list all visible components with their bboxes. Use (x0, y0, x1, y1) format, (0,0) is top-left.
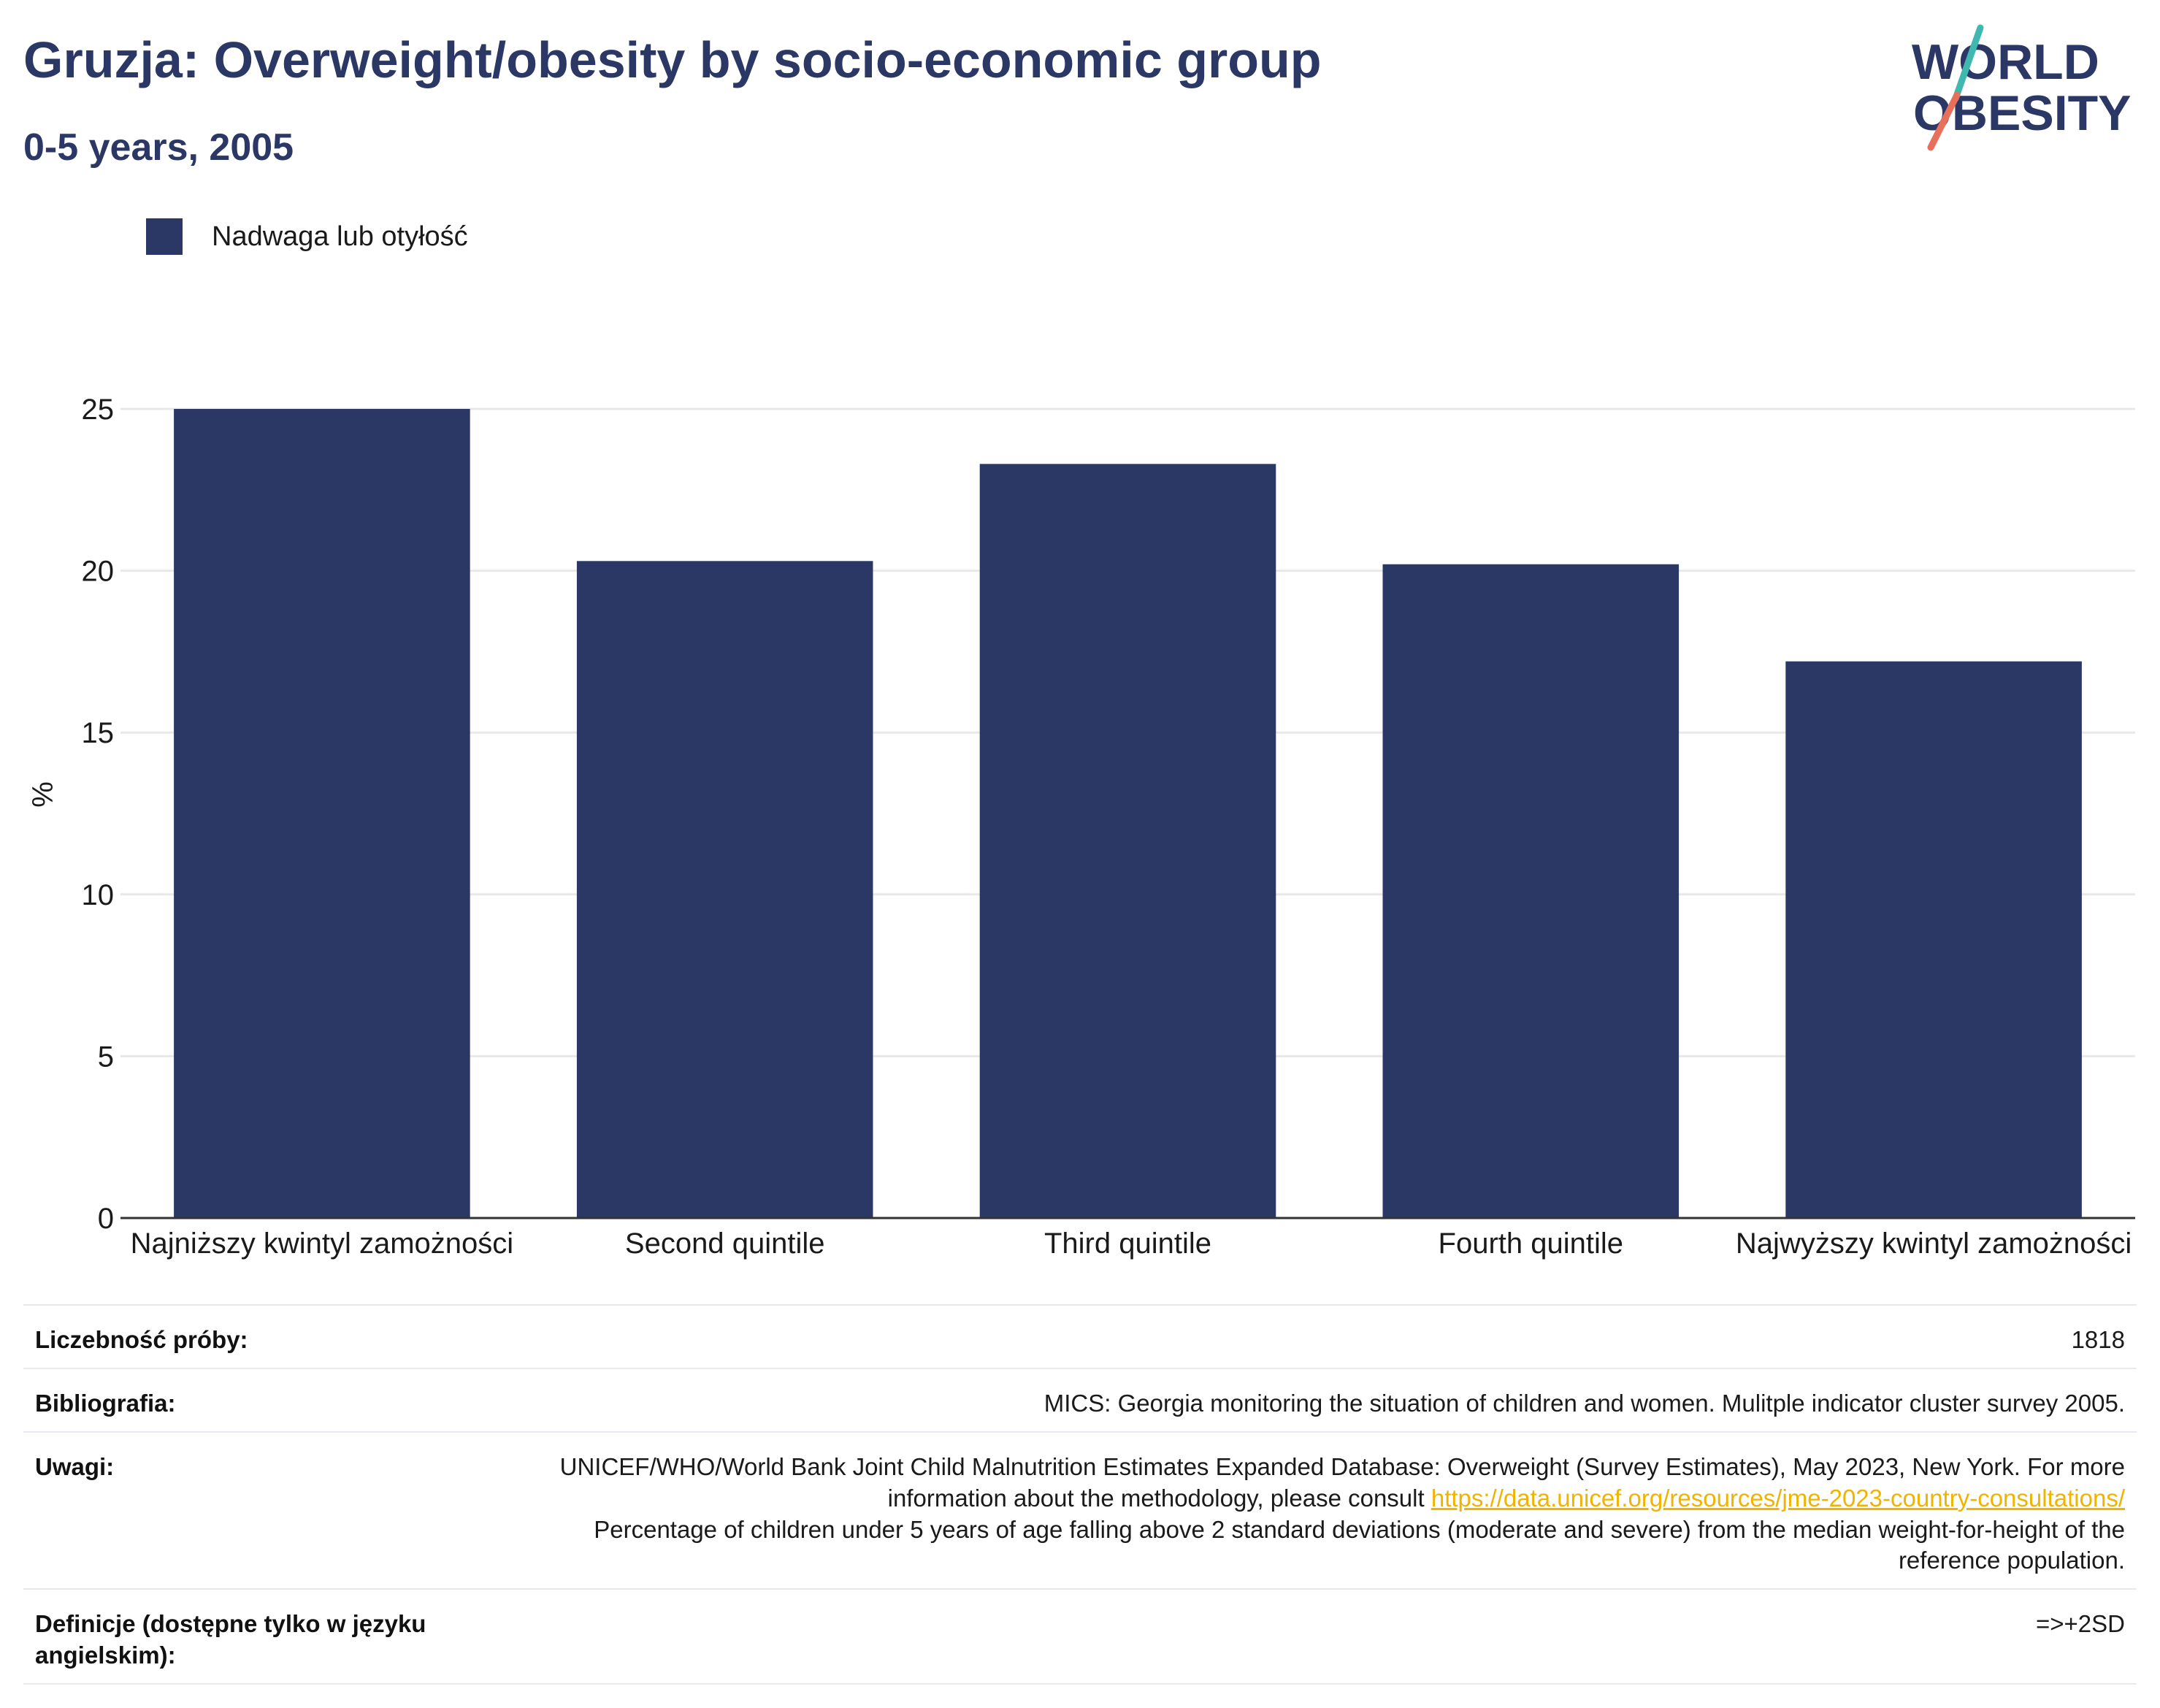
bar-chart: 0 5 10 15 20 25 Najniższy kwintyl zamożności Se… (27, 394, 2135, 1260)
legend-swatch (146, 218, 183, 255)
chart-subtitle: 0-5 years, 2005 (23, 126, 294, 169)
y-tick-label: 25 (82, 394, 115, 426)
bar-2 (576, 561, 873, 1218)
bars (174, 409, 2082, 1218)
chart-title: Gruzja: Overweight/obesity by socio-econ… (23, 31, 1322, 88)
x-tick-label: Fourth quintile (1439, 1228, 1623, 1260)
y-tick-label: 15 (82, 717, 115, 749)
axes: 0 5 10 15 20 25 Najniższy kwintyl zamożności Se… (82, 394, 2135, 1260)
info-row-definitions: Definicje (dostępne tylko w języku angie… (23, 1588, 2137, 1685)
info-key-sample-size: Liczebność próby: (23, 1304, 485, 1368)
info-key-notes: Uwagi: (23, 1431, 485, 1590)
y-tick-label: 5 (98, 1041, 114, 1073)
chart-legend: Nadwaga lub otyłość (146, 216, 468, 257)
bar-4 (1382, 564, 1680, 1218)
bar-1 (174, 409, 470, 1218)
y-axis-label: % (27, 781, 59, 808)
bar-3 (979, 464, 1276, 1218)
x-tick-label: Second quintile (625, 1228, 825, 1260)
info-table: Liczebność próby: 1818 Bibliografia: MIC… (23, 1304, 2137, 1685)
notes-text-pre: UNICEF/WHO/World Bank Joint Child Malnut… (559, 1452, 2125, 1512)
logo-line-1: WORLD (1912, 34, 2099, 90)
info-row-notes: Uwagi: UNICEF/WHO/World Bank Joint Child… (23, 1431, 2137, 1590)
legend-label: Nadwaga lub otyłość (212, 221, 468, 252)
x-tick-label: Najwyższy kwintyl zamożności (1736, 1228, 2132, 1260)
info-row-sample-size: Liczebność próby: 1818 (23, 1304, 2137, 1368)
logo-slash-coral (1927, 91, 1961, 151)
info-value-sample-size: 1818 (485, 1304, 2137, 1368)
info-value-definitions: =>+2SD (485, 1588, 2137, 1685)
info-value-bibliography: MICS: Georgia monitoring the situation o… (485, 1367, 2137, 1432)
notes-methodology-link[interactable]: https://data.unicef.org/resources/jme-20… (1431, 1484, 2125, 1512)
x-tick-label: Third quintile (1044, 1228, 1211, 1260)
info-key-bibliography: Bibliografia: (23, 1367, 485, 1432)
info-row-bibliography: Bibliografia: MICS: Georgia monitoring t… (23, 1367, 2137, 1432)
x-tick-label: Najniższy kwintyl zamożności (131, 1228, 514, 1260)
y-tick-label: 0 (98, 1203, 114, 1235)
y-tick-label: 10 (82, 879, 115, 911)
world-obesity-logo: WORLD OBESITY (1912, 24, 2132, 151)
y-tick-label: 20 (82, 556, 115, 588)
notes-text-post: Percentage of children under 5 years of … (594, 1515, 2125, 1574)
logo-slash-teal (1952, 24, 1984, 102)
bar-5 (1785, 661, 2082, 1218)
info-key-definitions: Definicje (dostępne tylko w języku angie… (23, 1588, 485, 1685)
info-value-notes: UNICEF/WHO/World Bank Joint Child Malnut… (485, 1431, 2137, 1590)
